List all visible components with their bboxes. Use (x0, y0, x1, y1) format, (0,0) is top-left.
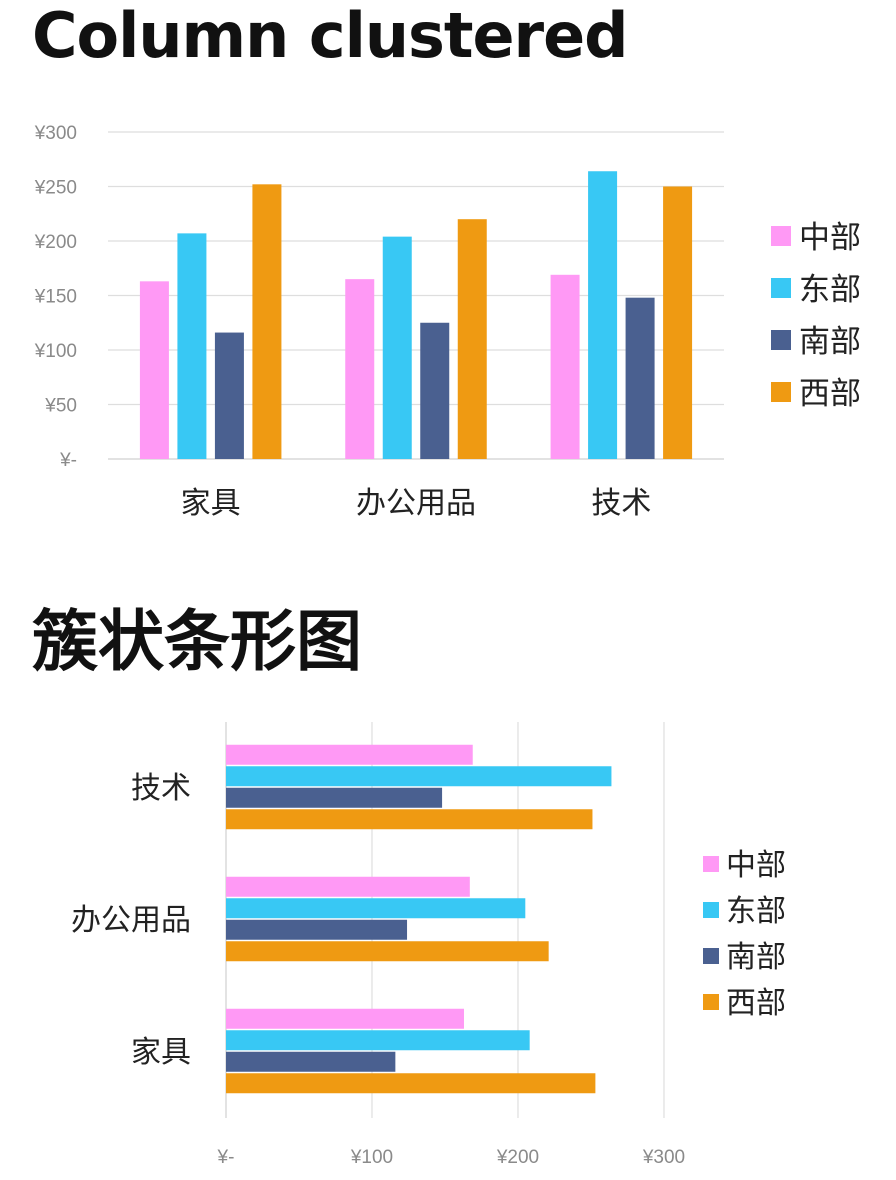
y-tick-label: ¥50 (44, 396, 77, 417)
legend-swatch (771, 330, 791, 350)
y-tick-label: ¥150 (34, 287, 77, 308)
chart2-title: 簇状条形图 (32, 603, 362, 680)
y-category-label: 技术 (131, 771, 191, 806)
legend-label: 西部 (726, 986, 786, 1021)
bar-0-0 (226, 744, 473, 765)
bar-2-1 (226, 919, 408, 940)
bar-3-2 (226, 1073, 596, 1094)
legend-label: 东部 (726, 894, 786, 929)
column-1-0 (177, 233, 207, 459)
bar-2-0 (226, 787, 443, 808)
column-3-1 (457, 219, 487, 459)
legend-swatch (703, 902, 719, 918)
column-0-0 (139, 281, 169, 459)
x-tick-label: ¥200 (496, 1147, 539, 1168)
bar-0-2 (226, 1008, 464, 1029)
column-2-0 (214, 332, 244, 459)
y-category-label: 家具 (131, 1035, 191, 1070)
legend-label: 中部 (726, 848, 786, 883)
bar-1-0 (226, 766, 612, 787)
legend-label: 中部 (799, 220, 861, 256)
legend-swatch (703, 856, 719, 872)
legend-swatch (703, 994, 719, 1010)
legend-label: 南部 (799, 324, 861, 360)
column-3-0 (252, 184, 282, 459)
y-tick-label: ¥200 (34, 232, 77, 253)
bar-3-1 (226, 941, 549, 962)
y-tick-label: ¥- (59, 450, 77, 471)
column-3-2 (663, 186, 693, 459)
legend-swatch (771, 382, 791, 402)
legend-swatch (771, 278, 791, 298)
legend-swatch (703, 948, 719, 964)
y-tick-label: ¥300 (34, 123, 77, 144)
legend-label: 西部 (799, 376, 861, 412)
x-tick-label: ¥300 (642, 1147, 685, 1168)
column-chart: ¥- ¥50 ¥100 ¥150 ¥200 ¥250 ¥300 家具 办公用品 技术 中部东部南部西… (34, 123, 861, 521)
x-category-label: 技术 (591, 486, 651, 521)
x-tick-label: ¥- (217, 1147, 235, 1168)
x-category-label: 办公用品 (356, 486, 476, 521)
chart1-title: Column clustered (32, 0, 629, 72)
bar-1-1 (226, 898, 526, 919)
legend-label: 南部 (726, 940, 786, 975)
bar-3-0 (226, 809, 593, 830)
legend-label: 东部 (799, 272, 861, 308)
bar-1-2 (226, 1030, 530, 1051)
column-0-2 (550, 274, 580, 459)
column-0-1 (345, 279, 375, 459)
y-tick-label: ¥250 (34, 178, 77, 199)
bar-2-2 (226, 1051, 396, 1072)
y-tick-label: ¥100 (34, 341, 77, 362)
column-1-1 (382, 236, 412, 459)
bar-0-1 (226, 876, 470, 897)
x-category-label: 家具 (181, 486, 241, 521)
legend-swatch (771, 226, 791, 246)
column-1-2 (588, 171, 618, 460)
column-2-2 (625, 297, 655, 459)
x-tick-label: ¥100 (350, 1147, 393, 1168)
y-category-label: 办公用品 (71, 903, 191, 938)
column-2-1 (420, 322, 450, 459)
